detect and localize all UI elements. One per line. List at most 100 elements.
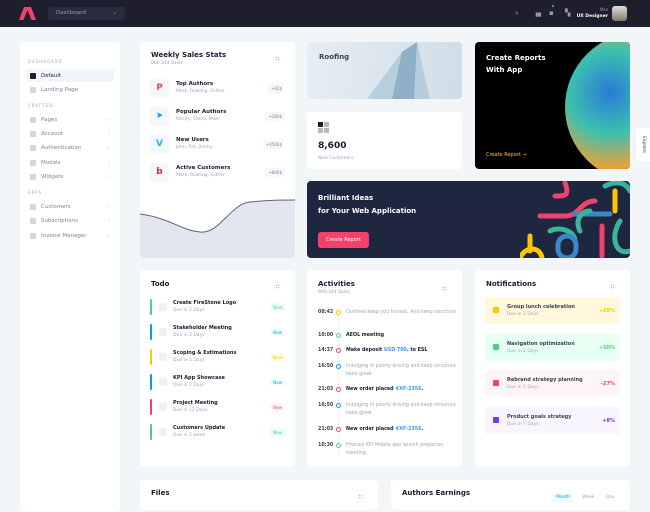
todo-due: Due in 5 Days bbox=[173, 358, 205, 363]
notification-value: +28% bbox=[598, 308, 615, 314]
value-badge: +280$ bbox=[265, 112, 285, 121]
todo-checkbox[interactable] bbox=[159, 403, 167, 411]
list-item[interactable]: V New Users John, Pat, Jimmy +4500$ bbox=[150, 135, 285, 154]
menu-icon[interactable] bbox=[275, 56, 280, 61]
apps-icon[interactable]: ▚ bbox=[565, 9, 571, 17]
timeline-time: 14:37 bbox=[318, 348, 334, 353]
card-subtitle: 890,344 Sales bbox=[318, 290, 351, 295]
sidebar-item-subscriptions[interactable]: Subscriptions › bbox=[26, 215, 114, 228]
todo-checkbox[interactable] bbox=[159, 328, 167, 336]
layers-icon bbox=[493, 380, 499, 386]
chevron-right-icon: › bbox=[108, 218, 110, 225]
timeline-link[interactable]: #XF-2356 bbox=[395, 426, 422, 432]
dashboard-dropdown[interactable]: Dashboard ⌄ bbox=[48, 7, 125, 20]
status-bar bbox=[150, 349, 152, 365]
list-item[interactable]: P Top Authors Mark, Rowling, Esther +82$ bbox=[150, 79, 285, 98]
customers-label: New Customers bbox=[318, 156, 354, 161]
sidebar-item-default[interactable]: Default bbox=[26, 69, 114, 82]
timeline-dot bbox=[336, 333, 341, 338]
sidebar-item-modals[interactable]: Modals › bbox=[26, 156, 114, 169]
notification-title: Navigation optimization bbox=[507, 340, 575, 347]
sidebar-item-label: Pages bbox=[41, 116, 58, 123]
weekly-sales-card: Weekly Sales Stats 890,344 Sales P Top Aut… bbox=[140, 42, 295, 258]
notification-title: Group lunch celebration bbox=[507, 304, 575, 310]
card-title: Files bbox=[151, 489, 170, 497]
status-bar bbox=[150, 399, 152, 415]
timeline-time: 10:30 bbox=[318, 443, 334, 448]
tab-month[interactable]: Month bbox=[552, 493, 575, 502]
message-icon[interactable]: ▪ bbox=[549, 9, 554, 17]
default-icon bbox=[30, 72, 36, 79]
item-title: Active Customers bbox=[176, 165, 231, 171]
sidebar-item-label: Widgets bbox=[41, 173, 64, 180]
item-title: Popular Authors bbox=[176, 109, 227, 115]
reports-title-line1: Create Reports bbox=[486, 54, 546, 62]
card-title: Authors Earnings bbox=[402, 489, 471, 497]
timeline-link[interactable]: USD 700 bbox=[383, 347, 407, 353]
timeline-link[interactable]: #XF-2356 bbox=[395, 386, 422, 392]
menu-icon[interactable] bbox=[275, 284, 280, 289]
avatar[interactable] bbox=[612, 6, 627, 21]
account-icon bbox=[30, 131, 36, 138]
subscriptions-icon bbox=[30, 218, 36, 225]
top-bar: Dashboard ⌄ ⌕ ▗▖ ▪ ▚ Max UX Designer bbox=[0, 0, 650, 27]
sidebar-item-authentication[interactable]: Authentication › bbox=[26, 142, 114, 155]
notification-due: Due in 5 Days bbox=[507, 385, 539, 390]
menu-icon[interactable] bbox=[442, 286, 447, 291]
timeline-text: Indulging in poorly driving and keep str… bbox=[346, 402, 456, 416]
notification-item[interactable]: Navigation optimization Due in 2 Days +50% bbox=[485, 333, 620, 361]
tab-day[interactable]: Day bbox=[606, 495, 615, 500]
tab-week[interactable]: Week bbox=[582, 495, 595, 500]
todo-checkbox[interactable] bbox=[159, 428, 167, 436]
sidebar-item-customers[interactable]: Customers › bbox=[26, 200, 114, 213]
card-title: Todo bbox=[151, 280, 170, 288]
timeline-dot bbox=[336, 427, 341, 432]
pages-icon bbox=[30, 116, 36, 123]
chevron-right-icon: › bbox=[108, 173, 110, 180]
sidebar-item-invoice-manager[interactable]: Invoice Manager › bbox=[26, 229, 114, 242]
item-title: Top Authors bbox=[176, 81, 214, 87]
brilliant-ideas-card: Brilliant Ideas for Your Web Application … bbox=[307, 181, 630, 258]
sidebar-item-widgets[interactable]: Widgets › bbox=[26, 170, 114, 183]
todo-checkbox[interactable] bbox=[159, 303, 167, 311]
timeline-text: Indulging in poorly driving and keep str… bbox=[346, 363, 456, 377]
status-bar bbox=[150, 424, 152, 440]
chevron-right-icon: › bbox=[108, 145, 110, 152]
item-subtitle: Mark, Rowling, Esther bbox=[176, 173, 225, 178]
layers-icon bbox=[493, 416, 499, 423]
timeline-line bbox=[338, 310, 339, 456]
menu-icon[interactable] bbox=[358, 494, 363, 499]
sidebar-item-pages[interactable]: Pages › bbox=[26, 113, 114, 126]
files-card: Files bbox=[140, 480, 378, 510]
create-reports-card: Create Reports With App Create Report → bbox=[475, 42, 630, 169]
list-item[interactable]: b Active Customers Mark, Rowling, Esther +8… bbox=[150, 163, 285, 182]
sidebar-item-account[interactable]: Account › bbox=[26, 128, 114, 141]
todo-checkbox[interactable] bbox=[159, 378, 167, 386]
search-icon[interactable]: ⌕ bbox=[515, 9, 519, 17]
user-info[interactable]: Max UX Designer bbox=[577, 7, 608, 20]
todo-checkbox[interactable] bbox=[159, 353, 167, 361]
explore-tab[interactable]: Explore bbox=[636, 128, 650, 161]
sidebar-item-landing-page[interactable]: Landing Page bbox=[26, 83, 114, 96]
create-report-button[interactable]: Create Report bbox=[318, 232, 369, 248]
chart-icon[interactable]: ▗▖ bbox=[533, 9, 544, 17]
app-logo[interactable] bbox=[19, 7, 36, 20]
notification-value: +50% bbox=[598, 344, 615, 351]
timeline-time: 21:03 bbox=[318, 427, 334, 432]
timeline-text: New order placed #XF-2356. bbox=[346, 426, 456, 434]
menu-icon[interactable] bbox=[610, 284, 615, 289]
notification-item[interactable]: Rebrand strategy planning Due in 5 Days -2… bbox=[485, 370, 620, 397]
notification-due: Due in 7 Days bbox=[507, 421, 539, 427]
create-report-link[interactable]: Create Report → bbox=[486, 152, 527, 158]
todo-due: Due in 12 Days bbox=[173, 408, 208, 413]
value-badge: +82$ bbox=[268, 84, 285, 93]
card-title: Notifications bbox=[486, 280, 537, 288]
todo-item: Project Meeting Due in 12 Days New bbox=[150, 399, 285, 415]
roofing-card[interactable]: Roofing bbox=[307, 42, 462, 99]
notification-item[interactable]: Product goals strategy Due in 7 Days +8% bbox=[485, 406, 620, 434]
notification-title: Rebrand strategy planning bbox=[507, 377, 583, 383]
notification-value: -27% bbox=[600, 381, 615, 387]
notification-item[interactable]: Group lunch celebration Due in 2 Days +28% bbox=[485, 297, 620, 324]
list-item[interactable]: ➤ Popular Authors Randy, Steve, Mike +280$ bbox=[150, 107, 285, 126]
todo-item: KPI App Showcase Due in 2 Days New bbox=[150, 374, 285, 390]
